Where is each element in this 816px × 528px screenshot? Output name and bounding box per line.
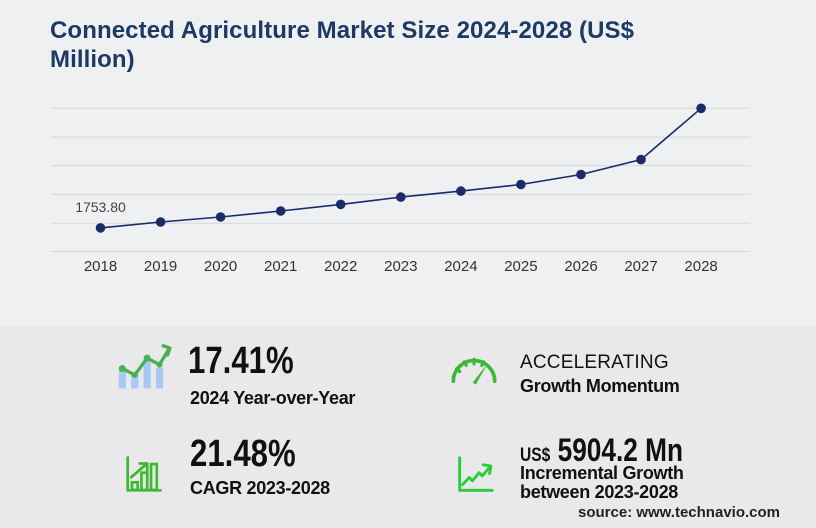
svg-text:2018: 2018 xyxy=(84,258,117,275)
svg-text:2026: 2026 xyxy=(564,258,597,275)
svg-text:2027: 2027 xyxy=(624,258,657,275)
svg-text:2024: 2024 xyxy=(444,258,477,275)
svg-text:2023: 2023 xyxy=(384,258,417,275)
svg-text:2021: 2021 xyxy=(264,258,297,275)
svg-text:2019: 2019 xyxy=(144,258,177,275)
svg-text:1753.80: 1753.80 xyxy=(75,199,126,215)
svg-text:2020: 2020 xyxy=(204,258,237,275)
svg-text:2025: 2025 xyxy=(504,258,537,275)
svg-text:2028: 2028 xyxy=(684,258,717,275)
svg-text:2022: 2022 xyxy=(324,258,357,275)
